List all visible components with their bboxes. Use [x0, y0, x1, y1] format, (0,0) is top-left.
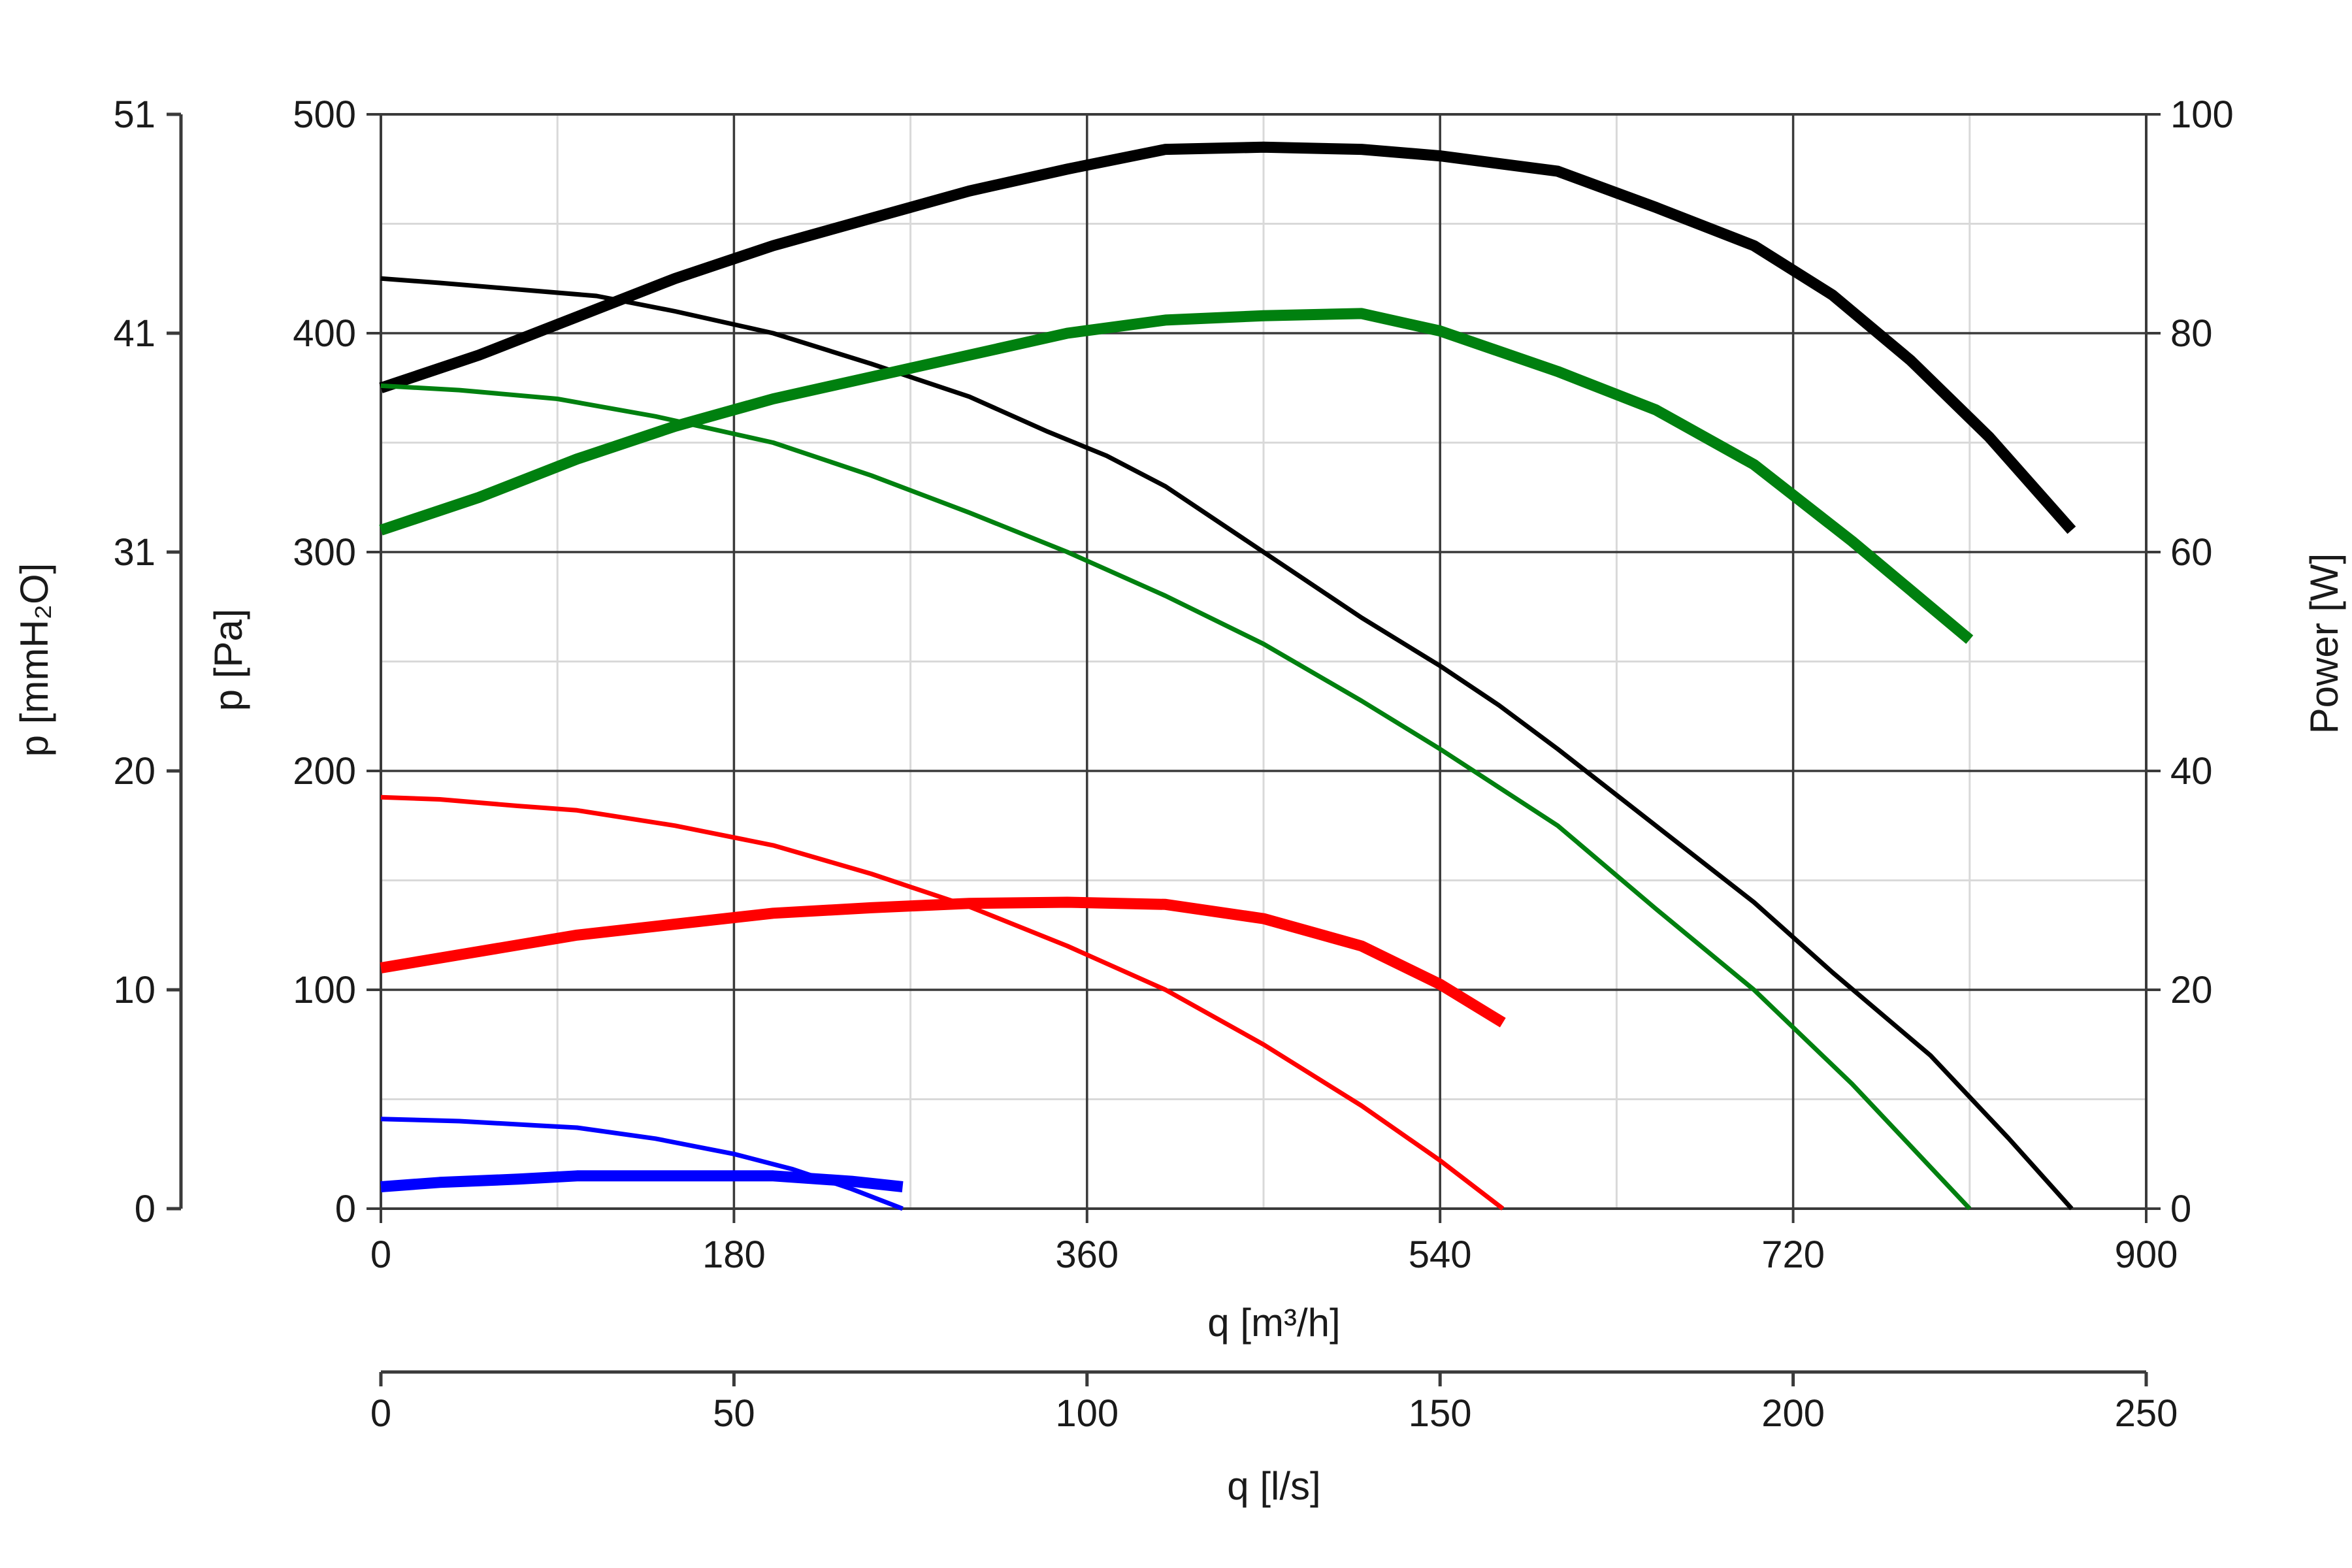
- axes: [167, 112, 2161, 1386]
- plot-border: [380, 113, 2148, 1210]
- outer-y-tick-label: 20: [113, 750, 155, 792]
- x2-tick-label: 250: [2115, 1392, 2178, 1435]
- x-tick-label: 180: [702, 1233, 766, 1276]
- blue-power-curve: [380, 1170, 904, 1192]
- series-layer: [379, 141, 2076, 1211]
- green-pressure-curve: [380, 383, 1972, 1211]
- x-tick-label: 720: [1761, 1233, 1825, 1276]
- x-tick-label: 900: [2115, 1233, 2178, 1276]
- y-tick-label: 500: [293, 93, 356, 136]
- red-power-curve: [380, 896, 1506, 1028]
- y-tick-label: 300: [293, 531, 356, 574]
- y2-tick-label: 60: [2170, 531, 2213, 574]
- black-pressure-curve: [380, 276, 2074, 1211]
- red-pressure-curve: [380, 794, 1505, 1211]
- outer-y-tick-label: 41: [113, 312, 155, 355]
- outer-y-tick-label: 31: [113, 531, 155, 574]
- y-tick-label: 400: [293, 312, 356, 355]
- x2-tick-label: 0: [370, 1392, 391, 1435]
- y-tick-label: 200: [293, 750, 356, 792]
- y-tick-label: 100: [293, 969, 356, 1011]
- x2-tick-label: 100: [1055, 1392, 1119, 1435]
- y2-tick-label: 80: [2170, 312, 2213, 355]
- x2-tick-label: 150: [1409, 1392, 1472, 1435]
- x-tick-label: 360: [1055, 1233, 1119, 1276]
- x2-tick-label: 50: [713, 1392, 755, 1435]
- outer-y-tick-label: 0: [135, 1188, 155, 1230]
- plot-frame: [380, 113, 2148, 1210]
- y2-axis-title: Power [W]: [2302, 553, 2346, 734]
- y2-tick-label: 0: [2170, 1188, 2191, 1230]
- y2-tick-label: 20: [2170, 969, 2213, 1011]
- minor-grid: [381, 114, 2146, 1209]
- black-power-curve: [379, 141, 2076, 534]
- outer-y-tick-label: 51: [113, 93, 155, 136]
- y2-tick-label: 100: [2170, 93, 2234, 136]
- y-tick-label: 0: [335, 1188, 356, 1230]
- outer-y-tick-label: 10: [113, 969, 155, 1011]
- y-axis-title: p [Pa]: [206, 609, 250, 711]
- tick-labels: 0102031415101002003004005000204060801000…: [113, 93, 2233, 1435]
- x2-tick-label: 200: [1761, 1392, 1825, 1435]
- x-tick-label: 0: [370, 1233, 391, 1276]
- x2-axis-title: q [l/s]: [1227, 1464, 1320, 1508]
- green-power-curve: [379, 308, 1974, 644]
- x-axis-title: q [m³/h]: [1207, 1301, 1340, 1345]
- x-tick-label: 540: [1409, 1233, 1472, 1276]
- y-outer-axis-title: p [mmH₂O]: [12, 563, 56, 757]
- y2-tick-label: 40: [2170, 750, 2213, 792]
